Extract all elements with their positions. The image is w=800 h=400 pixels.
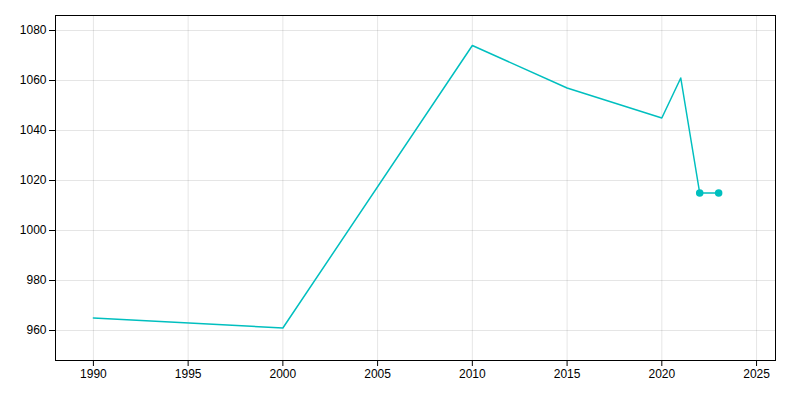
svg-text:1060: 1060 — [20, 73, 47, 87]
svg-text:1990: 1990 — [80, 367, 107, 381]
svg-text:2020: 2020 — [648, 367, 675, 381]
svg-text:960: 960 — [26, 323, 46, 337]
svg-text:1040: 1040 — [20, 123, 47, 137]
svg-text:2025: 2025 — [743, 367, 770, 381]
svg-text:2000: 2000 — [270, 367, 297, 381]
svg-text:980: 980 — [26, 273, 46, 287]
svg-text:2005: 2005 — [364, 367, 391, 381]
svg-text:1000: 1000 — [20, 223, 47, 237]
svg-text:1020: 1020 — [20, 173, 47, 187]
svg-text:1995: 1995 — [175, 367, 202, 381]
svg-text:1080: 1080 — [20, 23, 47, 37]
svg-text:2010: 2010 — [459, 367, 486, 381]
svg-text:2015: 2015 — [554, 367, 581, 381]
